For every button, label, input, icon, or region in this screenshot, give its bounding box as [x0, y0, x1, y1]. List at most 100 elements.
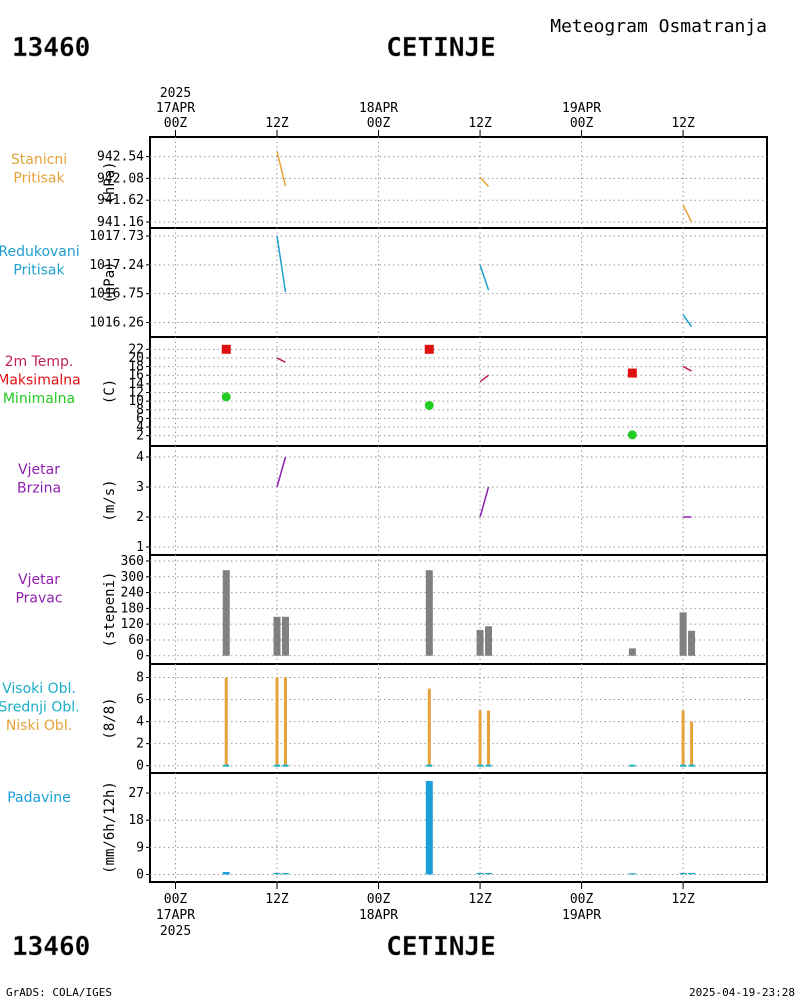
variable-label: Pritisak: [13, 263, 65, 279]
series-segment: [682, 365, 692, 372]
variable-label: 2m Temp.: [5, 354, 74, 370]
panel-frame: [149, 445, 768, 556]
variable-label: Pritisak: [13, 171, 65, 187]
data-bar: [478, 710, 482, 766]
y-tick-label: 2: [136, 510, 144, 525]
variable-label: Brzina: [17, 481, 61, 497]
y-tick-label: 4: [136, 450, 144, 465]
variable-label: Pravac: [15, 591, 62, 607]
series-segment: [479, 176, 490, 187]
cloud-base-mark: [629, 764, 636, 767]
y-tick-label: 22: [128, 342, 144, 357]
y-axis-label: (hPa): [102, 161, 118, 203]
y-tick-label: 27: [128, 786, 144, 801]
data-bar: [628, 873, 636, 875]
time-label: 00Z: [367, 892, 391, 907]
y-tick-label: 60: [128, 633, 144, 648]
y-tick-label: 16: [128, 368, 144, 383]
time-label: 00Z: [367, 116, 391, 131]
y-tick-label: 8: [136, 403, 144, 418]
cloud-base-mark: [477, 764, 484, 767]
data-bar: [275, 677, 279, 766]
series-segment: [276, 357, 286, 363]
station-id-bottom: 13460: [12, 932, 90, 962]
y-tick-label: 9: [136, 840, 144, 855]
panel-frame: [149, 772, 768, 883]
variable-label: Maksimalna: [0, 373, 81, 389]
variable-label: Srednji Obl.: [0, 700, 80, 716]
data-bar: [681, 710, 685, 766]
variable-label: Minimalna: [3, 391, 75, 407]
max-temp-marker: [221, 344, 231, 354]
series-segment: [682, 204, 693, 223]
time-label: 17APR: [156, 101, 195, 116]
min-temp-marker: [627, 430, 637, 440]
y-tick-label: 0: [136, 867, 144, 882]
panels: 941.16941.62942.08942.54(hPa)StanicniPri…: [0, 136, 768, 883]
y-axis-label: (mm/6h/12h): [102, 781, 118, 874]
data-bar: [476, 629, 484, 656]
time-label: 18APR: [359, 101, 398, 116]
y-tick-label: 0: [136, 649, 144, 664]
time-label: 18APR: [359, 908, 398, 923]
y-tick-label: 120: [121, 617, 144, 632]
data-bar: [679, 612, 687, 656]
min-temp-marker: [221, 392, 231, 402]
data-bar: [273, 872, 281, 875]
variable-label: Visoki Obl.: [2, 681, 76, 697]
y-tick-label: 1017.73: [89, 229, 144, 244]
max-temp-marker: [627, 368, 637, 378]
variable-label: Redukovani: [0, 244, 80, 260]
y-tick-label: 2: [136, 737, 144, 752]
data-bar: [628, 648, 636, 656]
variable-label: Niski Obl.: [6, 718, 72, 734]
time-label: 2025: [160, 924, 191, 939]
y-tick-label: 4: [136, 715, 144, 730]
y-tick-label: 6: [136, 411, 144, 426]
y-tick-label: 12: [128, 386, 144, 401]
series-segment: [479, 374, 489, 383]
variable-label: Vjetar: [18, 462, 60, 478]
panel-station-pressure: 941.16 941.62 942.08 942.54(hPa) Stanicni Pri…: [11, 136, 768, 230]
y-axis-label: (m/s): [102, 479, 118, 521]
series-segment: [276, 235, 287, 293]
y-tick-label: 1016.75: [89, 287, 144, 302]
data-bar: [476, 872, 484, 875]
cloud-base-mark: [688, 764, 695, 767]
generated-timestamp: 2025-04-19-23:28: [689, 986, 795, 999]
time-label: 12Z: [671, 116, 695, 131]
panel-reduced-pressure: 1016.26 1016.75 1017.24 1017.73 (hPa) Redukov…: [0, 227, 768, 338]
time-label: 12Z: [265, 116, 289, 131]
series-segment: [479, 264, 490, 291]
y-tick-label: 1016.26: [89, 316, 144, 331]
max-temp-marker: [424, 344, 434, 354]
y-tick-label: 8: [136, 671, 144, 686]
y-tick-label: 10: [128, 394, 144, 409]
credit-text: GrADS: COLA/IGES: [6, 986, 112, 999]
cloud-base-mark: [426, 764, 433, 767]
time-label: 12Z: [468, 892, 492, 907]
y-tick-label: 1: [136, 540, 144, 555]
y-tick-label: 942.08: [97, 171, 144, 186]
y-tick-label: 300: [121, 570, 144, 585]
data-bar: [690, 721, 694, 766]
data-bar: [281, 616, 289, 656]
variable-label: Vjetar: [18, 572, 60, 588]
panel-wind-speed: 1 2 3 4 (m/s) Vjetar Brzina: [17, 445, 768, 556]
data-bar: [485, 626, 493, 656]
y-tick-label: 941.16: [97, 215, 144, 230]
cloud-base-mark: [485, 764, 492, 767]
product-title: Meteogram Osmatranja: [550, 16, 767, 37]
time-label: 12Z: [468, 116, 492, 131]
data-bar: [283, 677, 287, 766]
series-segment: [276, 456, 287, 488]
y-tick-label: 6: [136, 693, 144, 708]
data-bar: [281, 872, 289, 875]
data-bar: [679, 872, 687, 875]
y-tick-label: 3: [136, 480, 144, 495]
data-bar: [224, 677, 228, 766]
data-bar: [222, 570, 230, 656]
y-tick-label: 2: [136, 429, 144, 444]
y-tick-label: 4: [136, 420, 144, 435]
